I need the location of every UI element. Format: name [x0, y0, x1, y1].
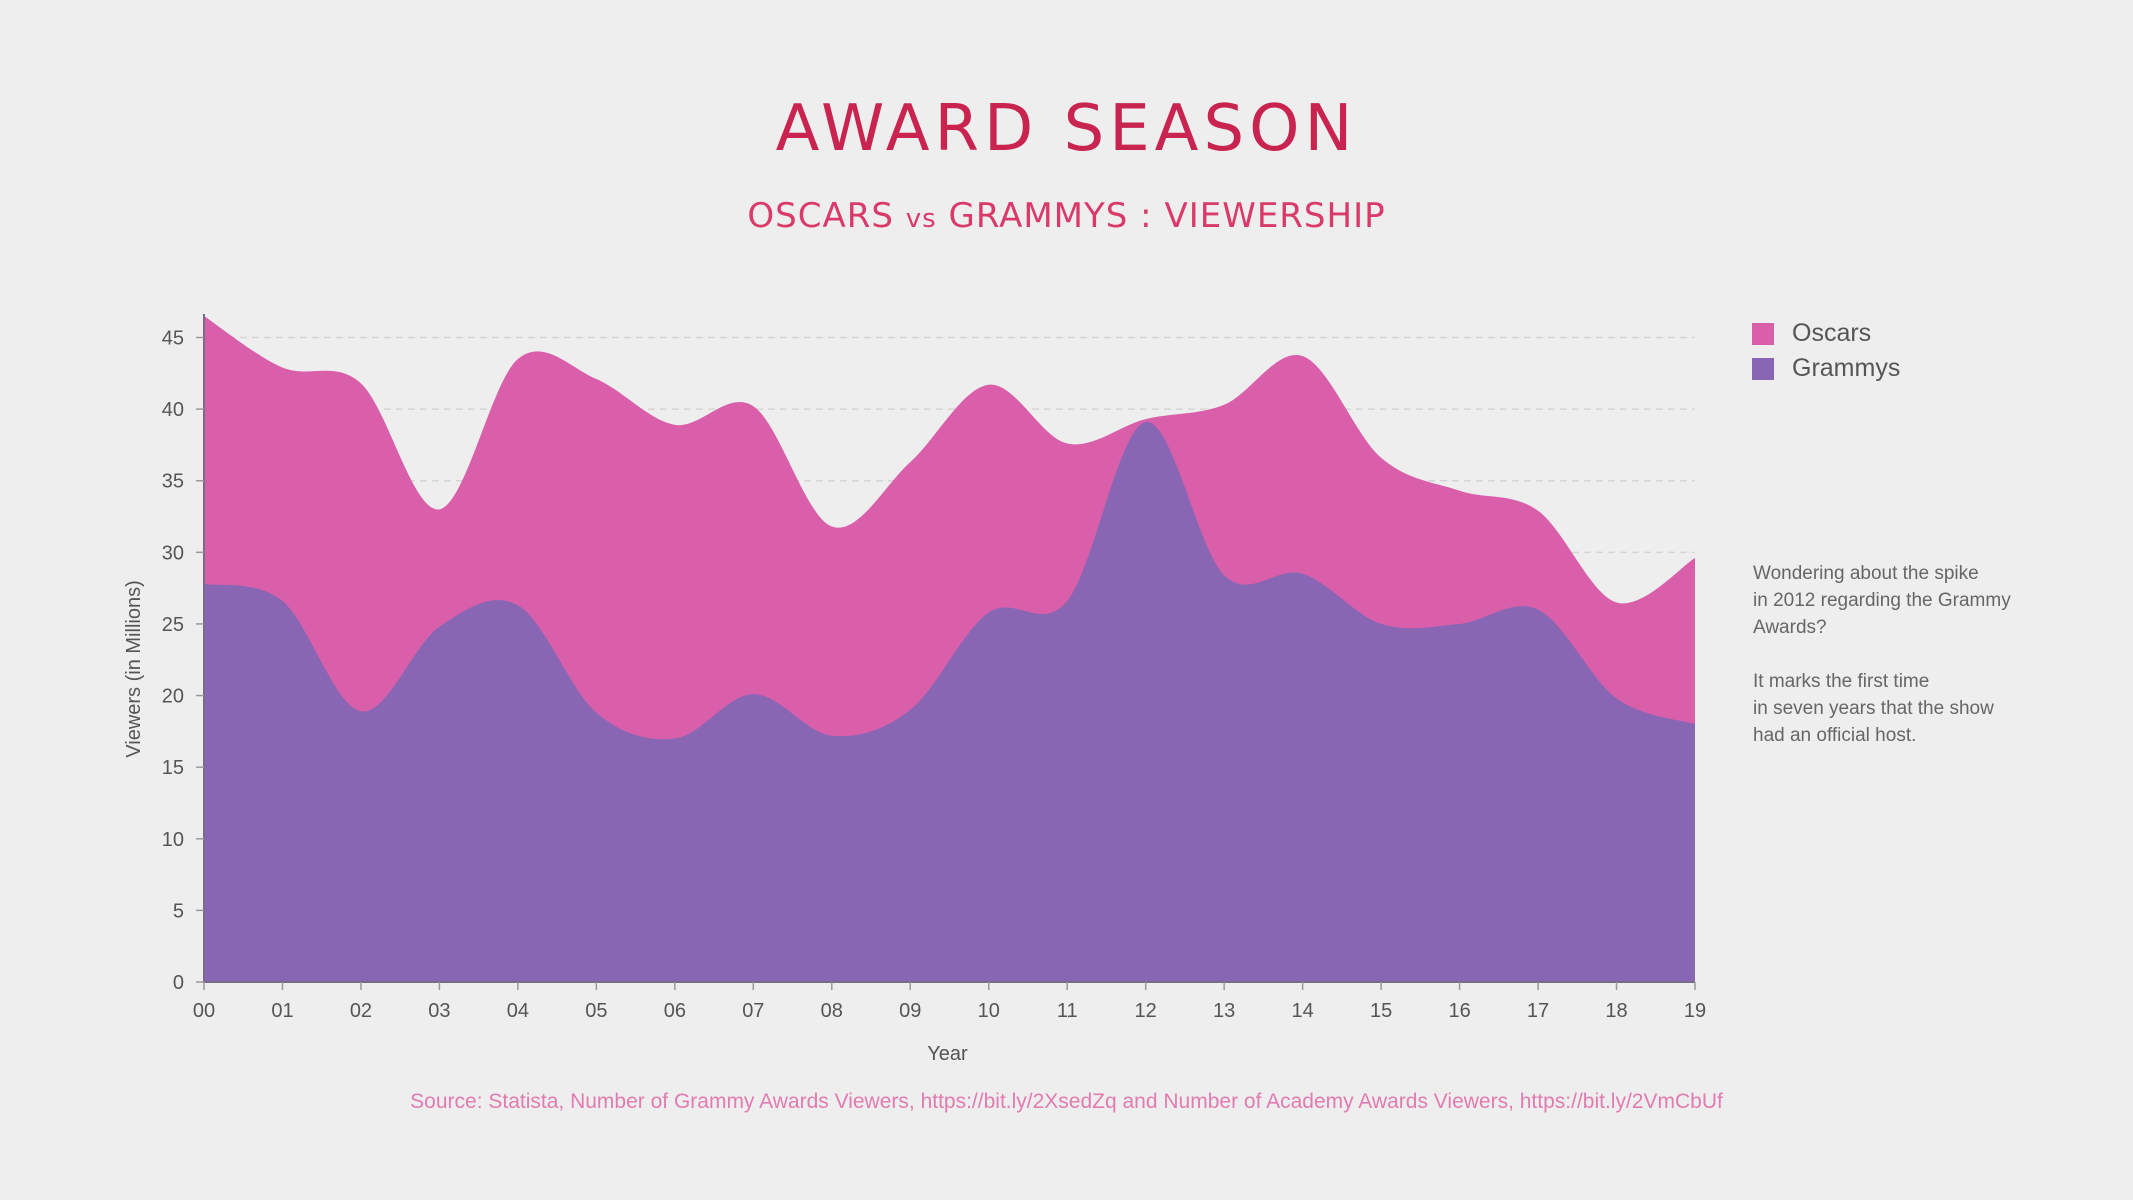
data-point-oscars-07 — [750, 403, 756, 409]
data-point-oscars-03 — [436, 506, 442, 512]
chart-legend: Oscars Grammys — [1752, 316, 1900, 386]
data-point-oscars-01 — [279, 365, 285, 371]
x-tick-label-06: 06 — [664, 1000, 686, 1022]
source-note: Source: Statista, Number of Grammy Award… — [410, 1090, 1723, 1113]
data-point-grammys-17 — [1535, 607, 1541, 613]
x-tick-label-02: 02 — [350, 1000, 372, 1022]
y-tick-label-40: 40 — [162, 399, 184, 421]
y-tick-label-25: 25 — [162, 614, 184, 636]
data-point-oscars-05 — [593, 376, 599, 382]
data-point-oscars-02 — [358, 380, 364, 386]
data-point-oscars-18 — [1614, 599, 1620, 605]
data-point-grammys-15 — [1378, 621, 1384, 627]
x-tick-label-11: 11 — [1057, 1000, 1078, 1022]
data-point-grammys-07 — [750, 691, 756, 697]
data-point-oscars-11 — [1064, 440, 1070, 446]
data-point-grammys-02 — [358, 708, 364, 714]
x-tick-label-03: 03 — [428, 1000, 450, 1022]
chart-title: AWARD SEASON — [775, 92, 1358, 166]
subtitle-oscars: OSCARS — [747, 196, 894, 236]
x-tick-label-00: 00 — [193, 1000, 215, 1022]
x-tick-label-01: 01 — [271, 1000, 293, 1022]
data-point-oscars-04 — [515, 356, 521, 362]
x-tick-label-07: 07 — [742, 1000, 764, 1022]
data-point-oscars-09 — [907, 459, 913, 465]
annotation-note: Wondering about the spike in 2012 regard… — [1753, 560, 2053, 776]
x-tick-label-12: 12 — [1135, 1000, 1157, 1022]
data-point-grammys-13 — [1221, 572, 1227, 578]
chart-subtitle: OSCARS vs GRAMMYS : VIEWERSHIP — [0, 196, 2133, 236]
x-tick-label-10: 10 — [978, 1000, 1000, 1022]
note-paragraph-1: Wondering about the spike in 2012 regard… — [1753, 563, 2011, 638]
y-axis-title: Viewers (in Millions) — [123, 580, 145, 757]
x-tick-label-08: 08 — [821, 1000, 843, 1022]
x-tick-label-14: 14 — [1292, 1000, 1314, 1022]
data-point-grammys-19 — [1692, 721, 1698, 727]
subtitle-vs: vs — [905, 204, 937, 234]
x-tick-label-18: 18 — [1605, 1000, 1627, 1022]
y-tick-label-15: 15 — [162, 757, 184, 779]
data-point-oscars-13 — [1221, 402, 1227, 408]
x-tick-label-16: 16 — [1448, 1000, 1470, 1022]
data-point-grammys-16 — [1457, 621, 1463, 627]
data-point-grammys-03 — [436, 624, 442, 630]
legend-swatch-grammys — [1752, 357, 1774, 380]
data-point-oscars-16 — [1457, 488, 1463, 494]
x-axis-title: Year — [927, 1043, 968, 1065]
legend-label-grammys: Grammys — [1792, 354, 1901, 382]
subtitle-grammys-viewership: GRAMMYS : VIEWERSHIP — [948, 196, 1386, 236]
data-point-grammys-18 — [1614, 695, 1620, 701]
data-point-oscars-10 — [986, 382, 992, 388]
legend-label-oscars: Oscars — [1792, 319, 1872, 347]
y-tick-label-30: 30 — [162, 542, 184, 564]
y-tick-label-5: 5 — [173, 900, 184, 922]
x-tick-label-15: 15 — [1370, 1000, 1392, 1022]
y-tick-label-35: 35 — [162, 471, 184, 493]
legend-swatch-oscars — [1752, 322, 1774, 345]
x-tick-label-17: 17 — [1527, 1000, 1549, 1022]
y-tick-label-0: 0 — [173, 972, 184, 994]
legend-item-grammys[interactable]: Grammys — [1752, 351, 1900, 386]
x-tick-label-04: 04 — [507, 1000, 529, 1022]
data-point-grammys-11 — [1064, 598, 1070, 604]
y-tick-label-10: 10 — [162, 829, 184, 851]
x-tick-label-09: 09 — [899, 1000, 921, 1022]
data-point-oscars-17 — [1535, 508, 1541, 514]
data-point-grammys-01 — [279, 598, 285, 604]
data-point-oscars-19 — [1692, 555, 1698, 561]
data-point-grammys-10 — [986, 609, 992, 615]
x-tick-label-19: 19 — [1684, 1000, 1706, 1022]
x-tick-label-13: 13 — [1213, 1000, 1235, 1022]
data-point-grammys-05 — [593, 710, 599, 716]
data-point-grammys-12 — [1143, 419, 1149, 425]
data-point-oscars-14 — [1300, 353, 1306, 359]
y-tick-label-20: 20 — [162, 686, 184, 708]
note-paragraph-2: It marks the first time in seven years t… — [1753, 671, 1994, 746]
data-point-grammys-04 — [515, 602, 521, 608]
data-point-grammys-09 — [907, 707, 913, 713]
data-point-oscars-15 — [1378, 455, 1384, 461]
data-point-grammys-14 — [1300, 571, 1306, 577]
data-point-grammys-06 — [672, 736, 678, 742]
y-tick-label-45: 45 — [162, 327, 184, 349]
legend-item-oscars[interactable]: Oscars — [1752, 316, 1900, 351]
area-series-grammys — [204, 421, 1695, 982]
data-point-grammys-08 — [829, 733, 835, 739]
data-point-oscars-08 — [829, 524, 835, 530]
data-point-oscars-06 — [672, 422, 678, 428]
x-tick-label-05: 05 — [585, 1000, 607, 1022]
